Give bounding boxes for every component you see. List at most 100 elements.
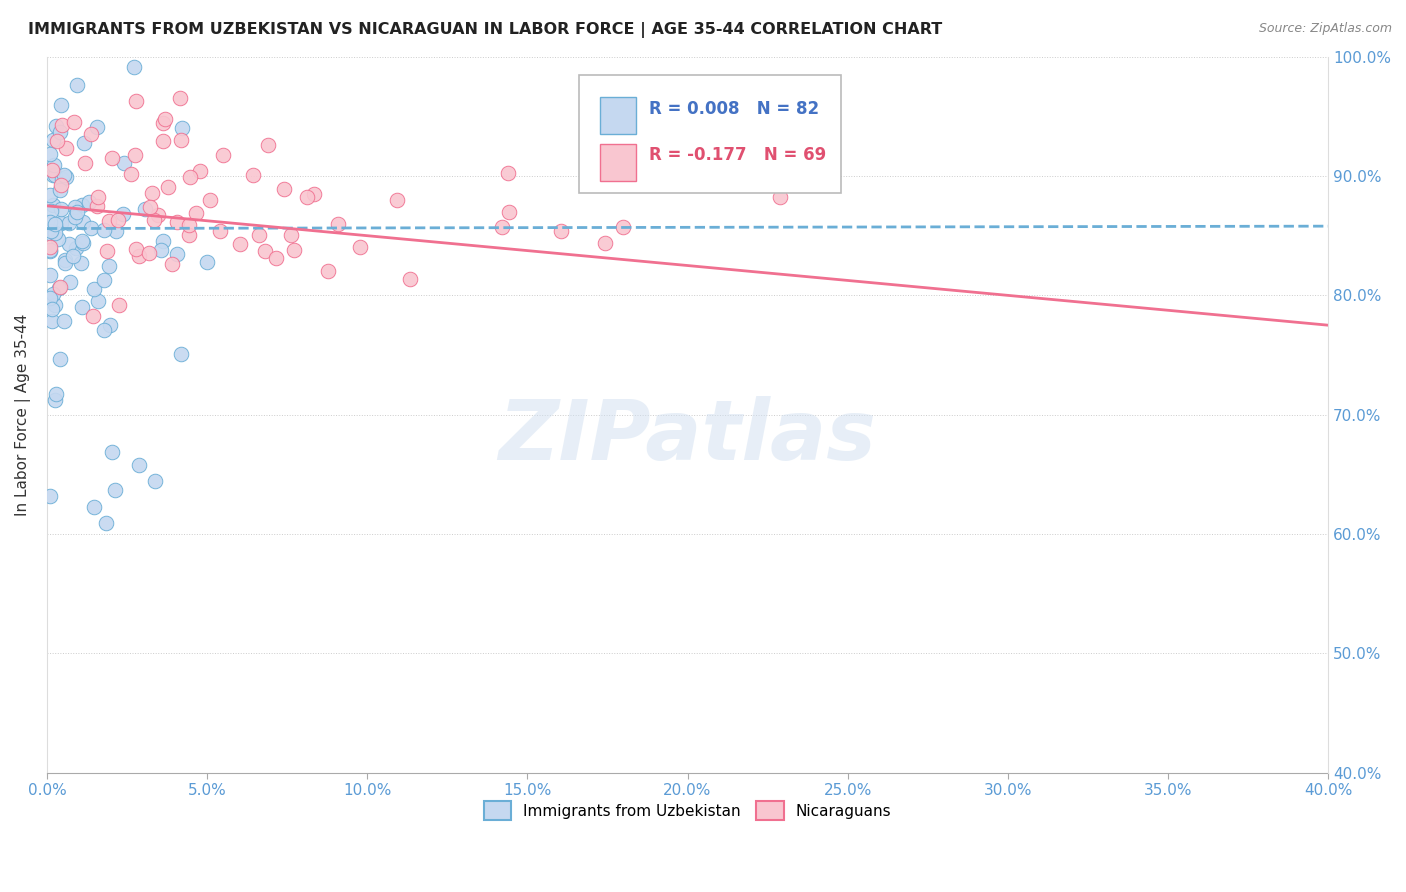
Point (41, 162, 63, 177)
Point (72, 215, 94, 229)
Point (80, 127, 103, 141)
Point (166, 215, 188, 229)
Point (82, 309, 104, 323)
Point (264, 251, 287, 265)
Point (150, 243, 173, 257)
Point (70, 234, 93, 248)
Point (41, 314, 63, 328)
Point (179, 169, 201, 184)
Point (39, 227, 62, 241)
Point (63, 200, 86, 214)
Point (44, 227, 66, 241)
Point (39, 243, 62, 257)
Point (157, 180, 180, 194)
Point (39, 268, 62, 282)
Point (195, 254, 218, 268)
Text: IMMIGRANTS FROM UZBEKISTAN VS NICARAGUAN IN LABOR FORCE | AGE 35-44 CORRELATION : IMMIGRANTS FROM UZBEKISTAN VS NICARAGUAN… (28, 22, 942, 38)
Point (39, 204, 62, 219)
Point (42, 132, 65, 146)
Point (44, 158, 66, 172)
Point (94, 516, 117, 531)
Point (496, 166, 519, 180)
Text: R = -0.177   N = 69: R = -0.177 N = 69 (650, 146, 827, 164)
Point (66, 204, 89, 219)
Point (86, 294, 108, 309)
Point (229, 236, 252, 251)
Point (326, 217, 349, 231)
Point (48, 232, 70, 246)
Point (101, 445, 124, 459)
Point (73, 136, 96, 150)
Point (51, 178, 73, 193)
Point (112, 206, 135, 220)
Point (62, 249, 84, 263)
Point (170, 120, 193, 135)
Text: ZIPatlas: ZIPatlas (499, 396, 876, 476)
Point (681, 167, 703, 181)
Point (77, 194, 100, 209)
Y-axis label: In Labor Force | Age 35-44: In Labor Force | Age 35-44 (15, 313, 31, 516)
Point (41, 302, 63, 317)
Point (42, 168, 65, 182)
Text: Source: ZipAtlas.com: Source: ZipAtlas.com (1258, 22, 1392, 36)
Point (188, 164, 211, 178)
Point (125, 95, 148, 109)
Point (49, 124, 72, 138)
Point (242, 168, 264, 182)
Point (55, 169, 77, 184)
Point (208, 224, 231, 238)
Point (104, 483, 127, 498)
Point (166, 247, 188, 261)
Point (39, 215, 62, 229)
Point (75, 156, 97, 170)
Point (200, 193, 222, 207)
Point (63, 114, 86, 128)
Point (96, 244, 118, 258)
Legend: Immigrants from Uzbekistan, Nicaraguans: Immigrants from Uzbekistan, Nicaraguans (478, 795, 897, 826)
Point (152, 234, 174, 248)
Point (302, 187, 325, 202)
Point (87, 189, 110, 203)
Point (316, 264, 339, 278)
Point (124, 147, 146, 161)
Point (66, 78, 89, 92)
Point (55, 140, 77, 154)
Point (48, 183, 70, 197)
Point (58, 236, 80, 251)
Point (138, 245, 160, 260)
Text: R = 0.008   N = 82: R = 0.008 N = 82 (650, 100, 820, 118)
Point (142, 213, 165, 227)
Point (120, 167, 142, 181)
Point (349, 239, 371, 253)
Point (550, 225, 572, 239)
Point (160, 257, 183, 271)
Point (122, 60, 145, 74)
Point (44, 217, 66, 231)
FancyBboxPatch shape (579, 75, 841, 193)
Point (39, 146, 62, 161)
Point (53, 252, 76, 267)
Point (101, 151, 124, 165)
Point (53, 168, 76, 182)
Point (108, 298, 131, 312)
Point (169, 91, 191, 105)
Point (39, 291, 62, 305)
Point (44, 393, 66, 408)
Point (104, 224, 127, 238)
Point (612, 220, 634, 235)
Point (128, 249, 150, 263)
Point (51, 97, 73, 112)
Point (398, 272, 420, 286)
Point (141, 186, 163, 201)
Point (83, 282, 105, 296)
Point (39, 489, 62, 503)
FancyBboxPatch shape (600, 144, 637, 181)
Point (769, 190, 792, 204)
Point (72, 198, 94, 212)
Point (153, 112, 176, 126)
Point (51, 172, 73, 186)
Point (212, 147, 235, 161)
Point (93, 323, 115, 337)
Point (72, 235, 94, 250)
Point (152, 134, 174, 148)
